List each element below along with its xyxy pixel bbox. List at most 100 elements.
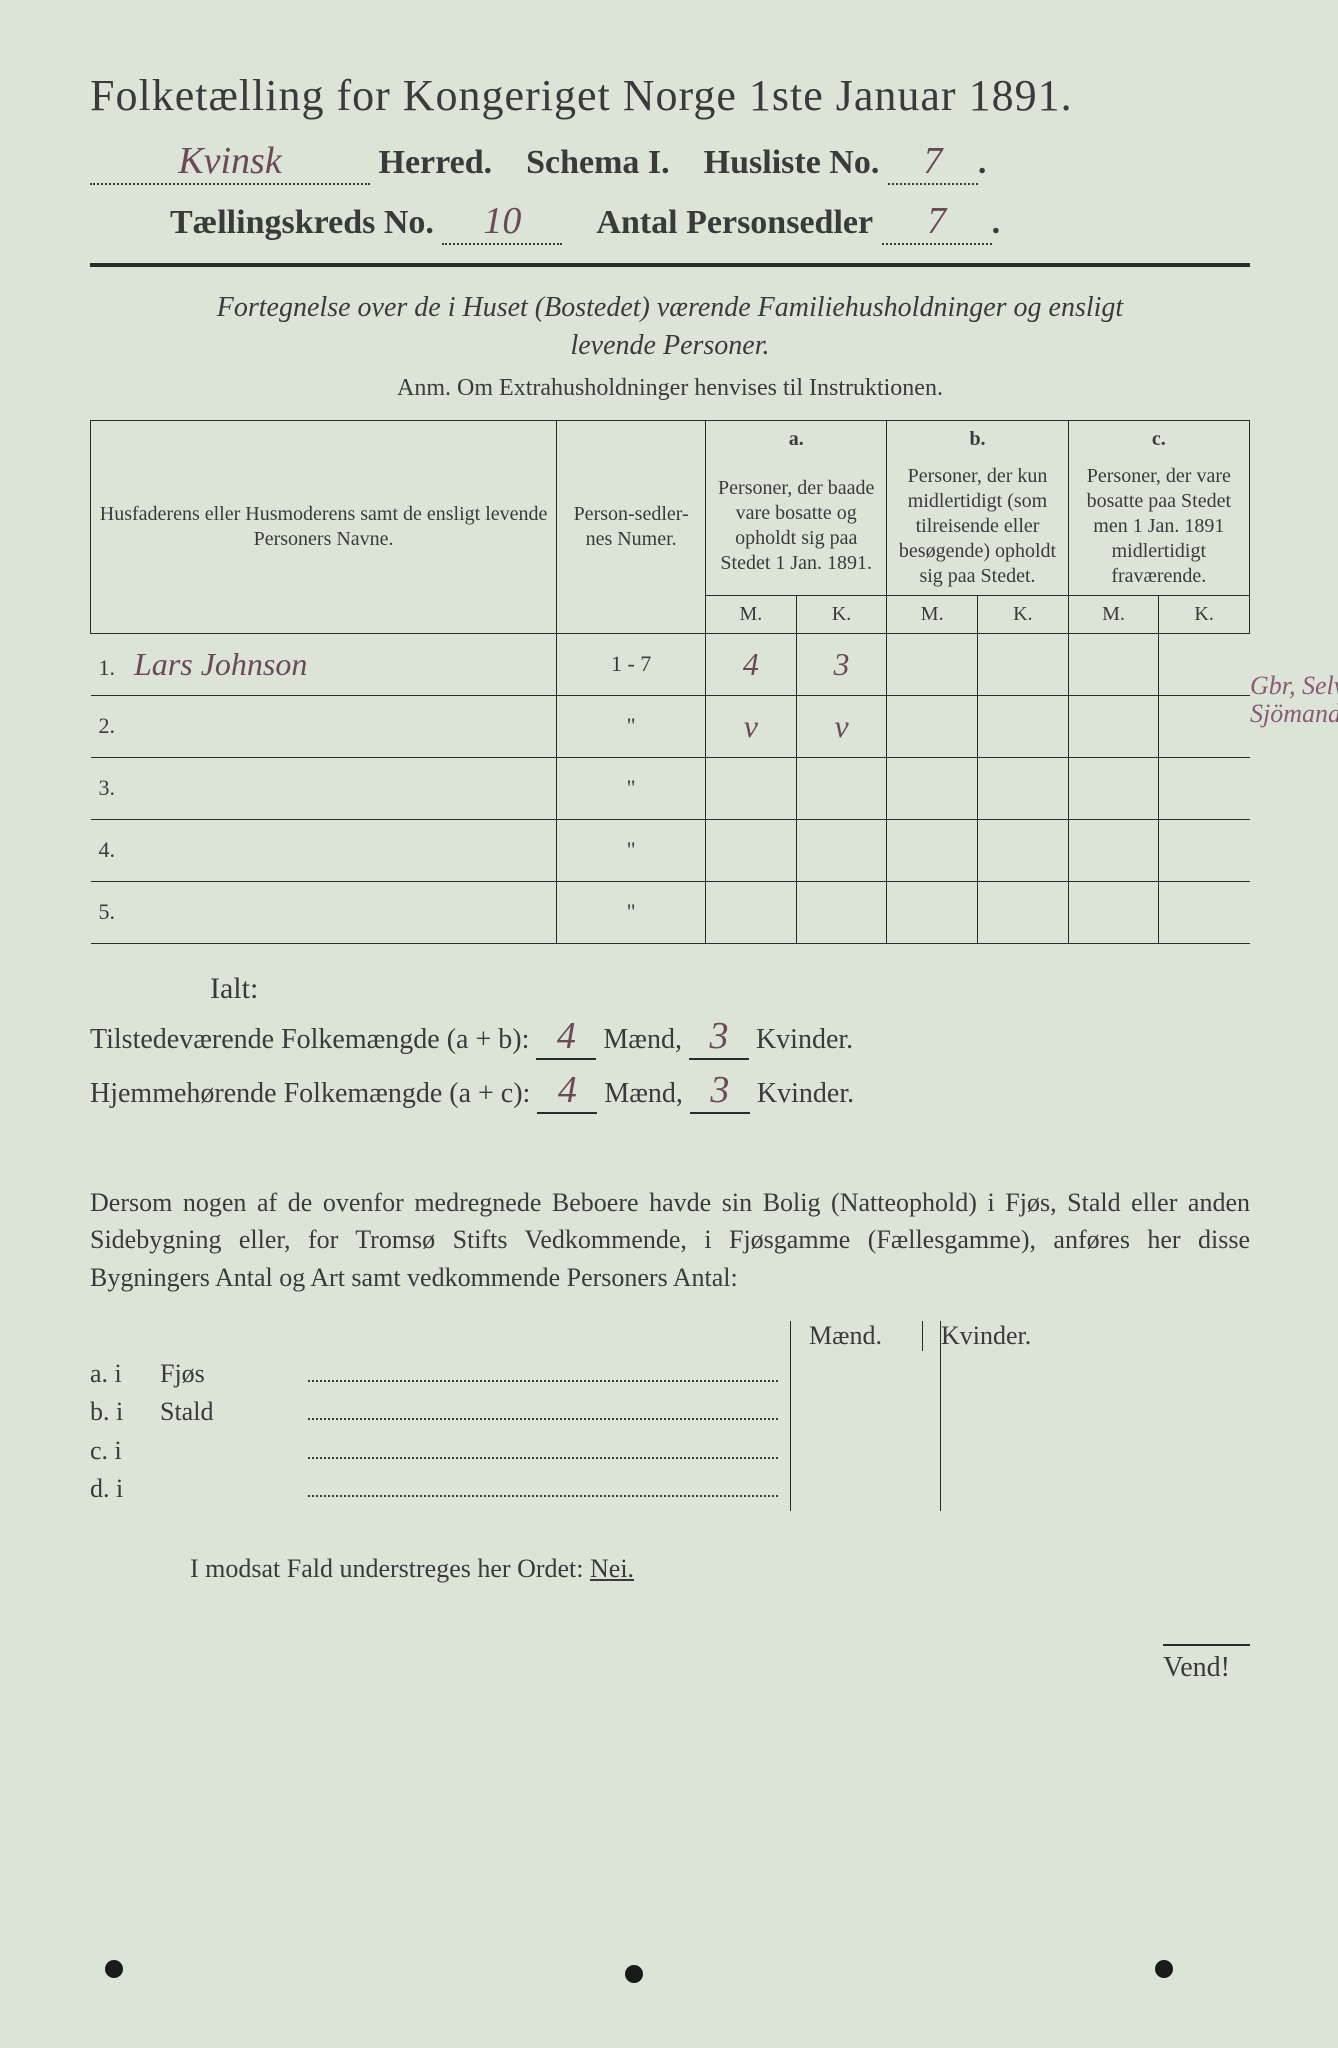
th-num: Person-sedler-nes Numer. xyxy=(557,420,706,633)
cell-mk xyxy=(978,819,1069,881)
th-b-k: K. xyxy=(978,595,1069,633)
table-row: 5. " xyxy=(91,881,1250,943)
cell-mk: v xyxy=(796,695,887,757)
cell-mk xyxy=(978,695,1069,757)
th-c-top: c. xyxy=(1068,420,1249,458)
th-a: Personer, der baade vare bosatte og opho… xyxy=(706,458,887,596)
table-row: 3. " xyxy=(91,757,1250,819)
cell-num: 1 - 7 xyxy=(557,633,706,695)
cell-num: " xyxy=(557,881,706,943)
cell-mk xyxy=(978,881,1069,943)
th-c: Personer, der vare bosatte paa Stedet me… xyxy=(1068,458,1249,596)
fjos-block: Mænd. Kvinder. a. iFjøs b. iStald c. i d. i xyxy=(90,1321,1250,1505)
fjos-paragraph: Dersom nogen af de ovenfor medregnede Be… xyxy=(90,1184,1250,1297)
cell-mk xyxy=(1068,819,1159,881)
cell-mk xyxy=(887,633,978,695)
th-names: Husfaderens eller Husmoderens samt de en… xyxy=(91,420,557,633)
cell-mk: v xyxy=(706,695,797,757)
totals-present: Tilstedeværende Folkemængde (a + b): 4 M… xyxy=(90,1014,1250,1060)
cell-mk xyxy=(706,881,797,943)
cell-mk xyxy=(887,881,978,943)
mk-maend: Mænd. xyxy=(790,1321,882,1351)
cell-mk xyxy=(887,757,978,819)
th-b-m: M. xyxy=(887,595,978,633)
cell-mk xyxy=(1159,757,1250,819)
herred-label: Herred. xyxy=(379,144,493,181)
cell-mk xyxy=(1068,695,1159,757)
th-b-top: b. xyxy=(887,420,1068,458)
cell-mk xyxy=(796,819,887,881)
nei-word: Nei. xyxy=(590,1554,634,1583)
kvinder-label: Kvinder. xyxy=(756,1024,853,1055)
cell-mk xyxy=(887,819,978,881)
intro-line2: levende Personer. xyxy=(570,330,769,361)
maend-label: Mænd, xyxy=(603,1024,682,1055)
header-line-1: Kvinsk Herred. Schema I. Husliste No. 7. xyxy=(90,139,1250,185)
cell-mk xyxy=(1159,695,1250,757)
kreds-label: Tællingskreds No. xyxy=(170,204,434,241)
fjos-row: d. i xyxy=(90,1474,1250,1504)
fjos-row: b. iStald xyxy=(90,1397,1250,1427)
page-title: Folketælling for Kongeriget Norge 1ste J… xyxy=(90,70,1250,121)
mk-kvinder: Kvinder. xyxy=(922,1321,1031,1351)
cell-name: 4. xyxy=(91,819,557,881)
cell-name: 2. xyxy=(91,695,557,757)
intro-text: Fortegnelse over de i Huset (Bostedet) v… xyxy=(90,289,1250,365)
herred-field: Kvinsk xyxy=(90,139,370,185)
ink-blot xyxy=(625,1965,643,1983)
present-k: 3 xyxy=(689,1014,749,1060)
cell-mk xyxy=(1068,881,1159,943)
cell-mk: 4 xyxy=(706,633,797,695)
fjos-row: a. iFjøs xyxy=(90,1359,1250,1389)
header-line-2: Tællingskreds No. 10 Antal Personsedler … xyxy=(90,199,1250,245)
census-form: Folketælling for Kongeriget Norge 1ste J… xyxy=(90,70,1250,1684)
margin-note: Gbr, Selv- Sjömand xyxy=(1250,672,1338,729)
kvinder-label-2: Kvinder. xyxy=(757,1078,854,1109)
resident-m: 4 xyxy=(537,1068,597,1114)
table-row: 4. " xyxy=(91,819,1250,881)
cell-name: 3. xyxy=(91,757,557,819)
table-row: 2. "vv xyxy=(91,695,1250,757)
vend-label: Vend! xyxy=(1163,1644,1250,1684)
husliste-label: Husliste No. xyxy=(704,144,880,181)
cell-mk xyxy=(887,695,978,757)
kreds-no: 10 xyxy=(442,199,562,245)
cell-mk xyxy=(978,633,1069,695)
totals-heading: Ialt: xyxy=(210,972,1250,1006)
th-c-m: M. xyxy=(1068,595,1159,633)
ink-blot xyxy=(1155,1960,1173,1978)
cell-name: 1. Lars Johnson xyxy=(91,633,557,695)
cell-mk xyxy=(978,757,1069,819)
maend-label-2: Mænd, xyxy=(604,1078,683,1109)
table-row: 1. Lars Johnson1 - 743 xyxy=(91,633,1250,695)
th-b: Personer, der kun midlertidigt (som tilr… xyxy=(887,458,1068,596)
cell-mk xyxy=(1159,819,1250,881)
nei-text: I modsat Fald understreges her Ordet: xyxy=(190,1554,584,1583)
resident-label: Hjemmehørende Folkemængde (a + c): xyxy=(90,1078,530,1109)
totals-resident: Hjemmehørende Folkemængde (a + c): 4 Mæn… xyxy=(90,1068,1250,1114)
present-m: 4 xyxy=(536,1014,596,1060)
sedler-label: Antal Personsedler xyxy=(596,204,873,241)
cell-name: 5. xyxy=(91,881,557,943)
th-a-m: M. xyxy=(706,595,797,633)
cell-num: " xyxy=(557,695,706,757)
cell-mk xyxy=(1159,881,1250,943)
cell-num: " xyxy=(557,757,706,819)
th-a-top: a. xyxy=(706,420,887,458)
cell-num: " xyxy=(557,819,706,881)
fjos-row: c. i xyxy=(90,1435,1250,1465)
nei-line: I modsat Fald understreges her Ordet: Ne… xyxy=(190,1554,1250,1584)
th-c-k: K. xyxy=(1159,595,1250,633)
cell-mk xyxy=(796,757,887,819)
anm-text: Anm. Om Extrahusholdninger henvises til … xyxy=(90,375,1250,402)
resident-k: 3 xyxy=(690,1068,750,1114)
schema-label: Schema I. xyxy=(526,144,670,181)
cell-mk: 3 xyxy=(796,633,887,695)
cell-mk xyxy=(706,819,797,881)
th-a-k: K. xyxy=(796,595,887,633)
ink-blot xyxy=(105,1960,123,1978)
cell-mk xyxy=(796,881,887,943)
cell-mk xyxy=(1068,757,1159,819)
sedler-no: 7 xyxy=(882,199,992,245)
present-label: Tilstedeværende Folkemængde (a + b): xyxy=(90,1024,529,1055)
